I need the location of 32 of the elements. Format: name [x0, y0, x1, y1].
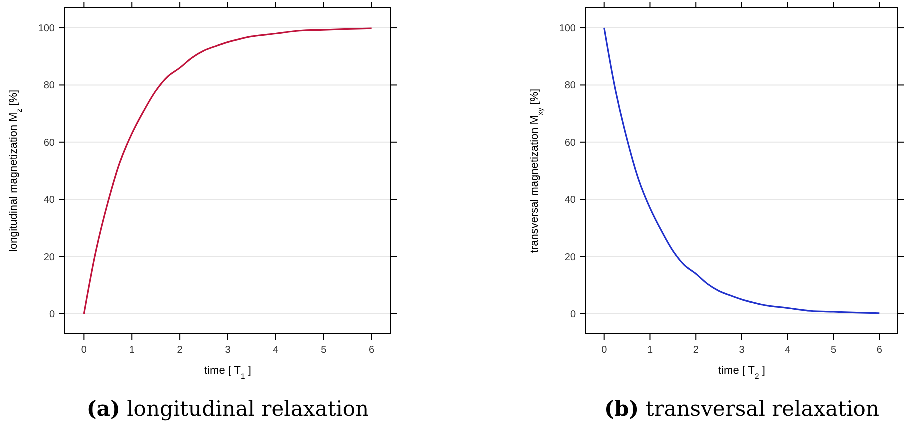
y-tick-label: 40: [564, 195, 576, 206]
y-tick-label: 20: [564, 252, 576, 264]
line-series: [83, 28, 373, 315]
x-tick-label: 1: [129, 345, 136, 356]
y-tick-label: 100: [559, 24, 576, 35]
x-tick-label: 3: [739, 345, 746, 356]
x-tick-label: 0: [81, 345, 88, 356]
x-tick-label: 0: [602, 345, 608, 356]
y-tick-label: 0: [49, 309, 56, 320]
y-tick-label: 60: [564, 138, 576, 149]
y-tick-label: 60: [44, 138, 56, 149]
y-tick-label: 80: [44, 80, 56, 92]
x-tick-label: 6: [876, 345, 883, 356]
y-tick-label: 40: [44, 195, 56, 206]
y-tick-label: 20: [44, 252, 56, 264]
x-tick-label: 5: [321, 345, 328, 356]
y-tick-label: 100: [38, 24, 56, 35]
y-tick-label: 0: [570, 309, 576, 320]
text: (a) longitudinal relaxation: [86, 396, 370, 421]
x-axis-title: time [ T$_{1}$ ]: [204, 365, 252, 380]
x-tick-label: 2: [177, 345, 184, 356]
y-tick-label: 80: [564, 80, 576, 92]
text: (b) transversal relaxation: [604, 396, 880, 421]
x-tick-label: 5: [830, 345, 837, 356]
x-tick-label: 6: [369, 345, 376, 356]
x-tick-label: 4: [785, 345, 792, 356]
x-tick-label: 4: [273, 345, 280, 356]
x-tick-label: 2: [693, 345, 700, 356]
x-axis-title: time [ T$_{2}$ ]: [718, 365, 766, 380]
x-tick-label: 1: [647, 345, 654, 356]
x-tick-label: 3: [225, 345, 232, 356]
line-series: [604, 27, 880, 314]
